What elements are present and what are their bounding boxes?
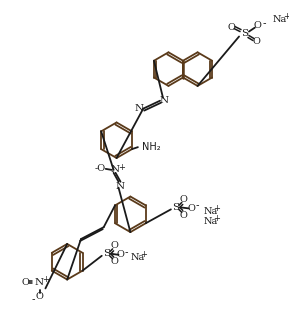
- Text: O: O: [253, 37, 261, 46]
- Text: -O: -O: [94, 164, 105, 173]
- Text: -: -: [32, 294, 35, 304]
- Text: Na: Na: [273, 15, 287, 24]
- Text: N: N: [160, 96, 168, 105]
- Text: NH₂: NH₂: [142, 142, 160, 152]
- Text: Na: Na: [130, 253, 144, 262]
- Text: Na: Na: [203, 207, 218, 216]
- Text: +: +: [118, 163, 125, 172]
- Text: O: O: [188, 204, 196, 213]
- Text: O: O: [227, 23, 235, 32]
- Text: N: N: [116, 182, 125, 191]
- Text: O: O: [111, 257, 118, 266]
- Text: O: O: [116, 250, 125, 259]
- Text: -: -: [125, 247, 128, 257]
- Text: O: O: [254, 21, 262, 30]
- Text: O: O: [111, 241, 118, 251]
- Text: O: O: [180, 211, 188, 220]
- Text: +: +: [283, 12, 289, 21]
- Text: O: O: [22, 278, 29, 287]
- Text: +: +: [213, 204, 220, 213]
- Text: -: -: [263, 18, 266, 28]
- Text: +: +: [213, 214, 220, 223]
- Text: N: N: [35, 278, 44, 287]
- Text: -: -: [196, 200, 199, 211]
- Text: O: O: [180, 195, 188, 204]
- Text: S: S: [103, 249, 110, 258]
- Text: N: N: [135, 104, 144, 113]
- Text: N: N: [111, 165, 120, 174]
- Text: O: O: [36, 292, 43, 301]
- Text: S: S: [241, 29, 249, 38]
- Text: Na: Na: [203, 217, 218, 226]
- Text: S: S: [172, 203, 179, 212]
- Text: +: +: [140, 250, 147, 259]
- Text: +: +: [42, 275, 49, 284]
